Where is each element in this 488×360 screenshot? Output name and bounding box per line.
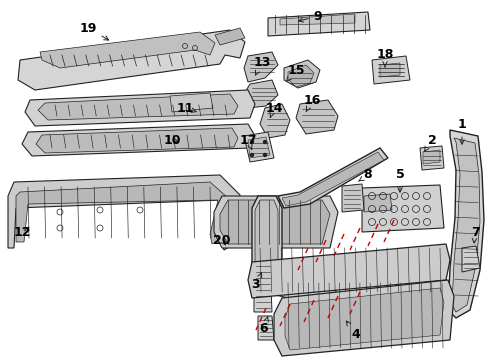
Text: 2: 2 bbox=[424, 134, 435, 152]
Text: 3: 3 bbox=[251, 273, 261, 292]
Polygon shape bbox=[247, 244, 449, 298]
Circle shape bbox=[263, 153, 266, 157]
Polygon shape bbox=[363, 194, 391, 212]
Text: 13: 13 bbox=[253, 55, 270, 75]
Polygon shape bbox=[22, 124, 254, 156]
Polygon shape bbox=[251, 268, 335, 310]
Polygon shape bbox=[25, 90, 254, 126]
Text: 8: 8 bbox=[358, 168, 371, 181]
Polygon shape bbox=[18, 30, 244, 90]
Text: 1: 1 bbox=[457, 118, 466, 144]
Circle shape bbox=[250, 140, 253, 144]
Text: 16: 16 bbox=[303, 94, 320, 112]
Text: 12: 12 bbox=[13, 225, 31, 238]
Text: 7: 7 bbox=[469, 225, 478, 243]
Polygon shape bbox=[215, 28, 244, 45]
Polygon shape bbox=[16, 182, 227, 244]
Text: 17: 17 bbox=[239, 134, 256, 149]
Text: 9: 9 bbox=[298, 9, 322, 22]
Text: 20: 20 bbox=[213, 234, 230, 247]
Polygon shape bbox=[295, 100, 337, 134]
Circle shape bbox=[263, 140, 266, 144]
Polygon shape bbox=[170, 93, 213, 112]
Text: 19: 19 bbox=[79, 22, 108, 40]
Polygon shape bbox=[422, 150, 439, 164]
Polygon shape bbox=[40, 32, 215, 68]
Text: 14: 14 bbox=[264, 102, 282, 117]
Polygon shape bbox=[214, 196, 337, 248]
Polygon shape bbox=[244, 80, 278, 108]
Polygon shape bbox=[461, 246, 479, 272]
Polygon shape bbox=[280, 14, 354, 25]
Polygon shape bbox=[254, 200, 278, 282]
Polygon shape bbox=[244, 52, 278, 82]
Polygon shape bbox=[251, 196, 282, 290]
Text: 5: 5 bbox=[395, 168, 404, 192]
Polygon shape bbox=[253, 262, 271, 312]
Polygon shape bbox=[285, 288, 443, 350]
Text: 15: 15 bbox=[286, 63, 304, 81]
Text: 11: 11 bbox=[176, 102, 196, 114]
Polygon shape bbox=[220, 200, 329, 244]
Polygon shape bbox=[273, 280, 453, 356]
Text: 18: 18 bbox=[376, 49, 393, 67]
Polygon shape bbox=[361, 185, 443, 232]
Polygon shape bbox=[284, 60, 319, 88]
Text: 4: 4 bbox=[346, 321, 360, 341]
Circle shape bbox=[250, 153, 253, 157]
Polygon shape bbox=[371, 56, 409, 84]
Polygon shape bbox=[38, 94, 238, 120]
Polygon shape bbox=[267, 12, 369, 36]
Polygon shape bbox=[36, 128, 238, 153]
Polygon shape bbox=[260, 104, 289, 138]
Polygon shape bbox=[282, 152, 383, 206]
Polygon shape bbox=[247, 137, 269, 158]
Polygon shape bbox=[447, 130, 483, 318]
Polygon shape bbox=[258, 316, 273, 340]
Text: 6: 6 bbox=[259, 316, 268, 334]
Polygon shape bbox=[244, 132, 273, 162]
Polygon shape bbox=[8, 175, 240, 250]
Polygon shape bbox=[278, 148, 387, 208]
Polygon shape bbox=[451, 138, 479, 312]
Polygon shape bbox=[341, 184, 363, 212]
Polygon shape bbox=[287, 65, 313, 87]
Text: 10: 10 bbox=[163, 134, 181, 147]
Polygon shape bbox=[379, 63, 399, 77]
Polygon shape bbox=[419, 146, 443, 170]
